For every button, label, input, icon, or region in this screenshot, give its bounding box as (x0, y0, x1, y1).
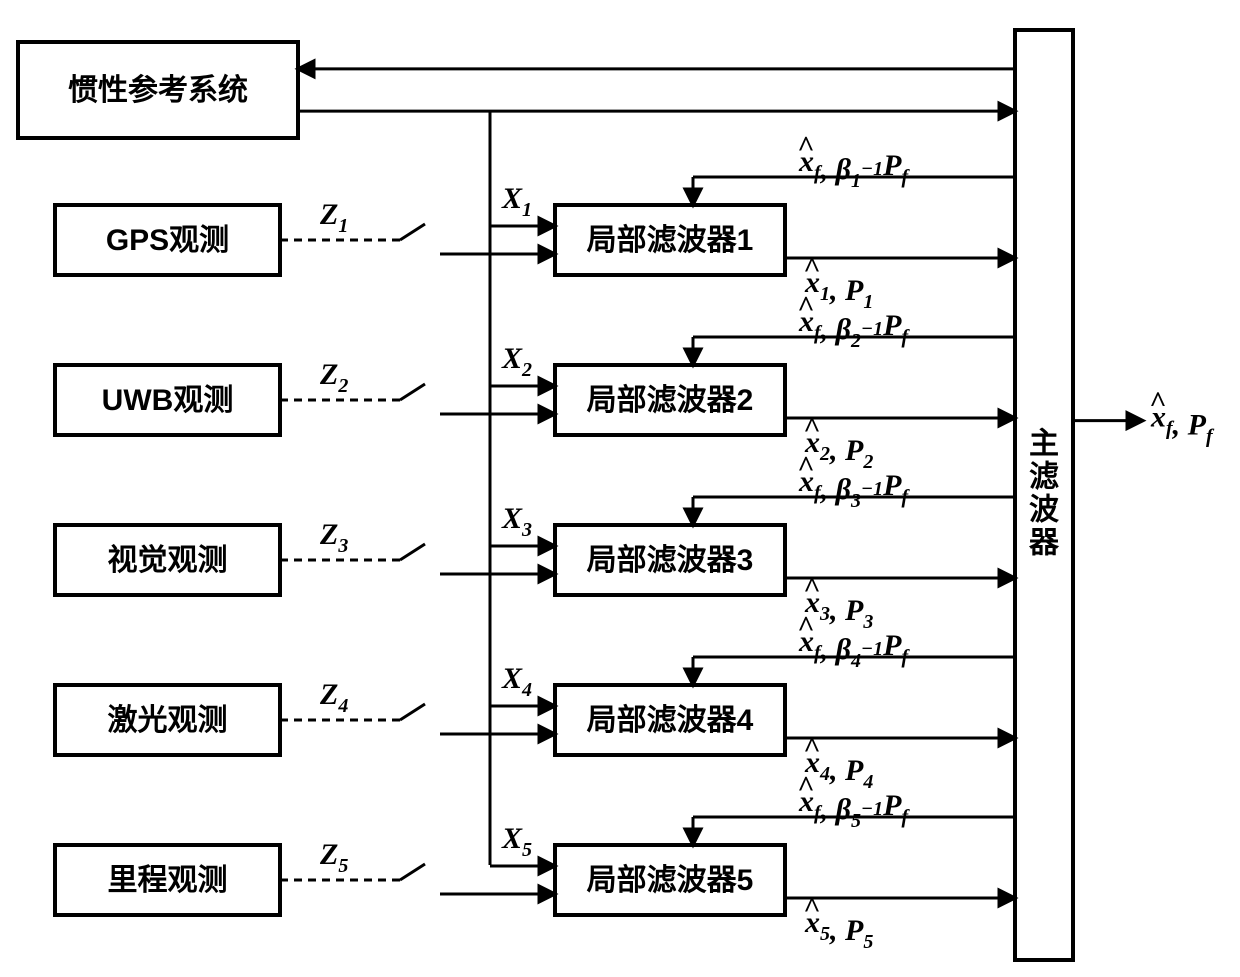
sensor-box-1-label: GPS观测 (106, 224, 229, 257)
svg-text:^: ^ (803, 251, 820, 284)
sensor-box-4-label: 激光观测 (108, 704, 228, 737)
switch-5 (400, 864, 425, 880)
fb-label-5: xf, β5−1Pf (798, 785, 911, 832)
svg-text:^: ^ (803, 411, 820, 444)
filter-box-3-label: 局部滤波器3 (587, 543, 754, 577)
x-label-5: X5 (501, 822, 532, 861)
fb-label-2: xf, β2−1Pf (798, 305, 911, 352)
x-label-1: X1 (501, 182, 532, 221)
svg-text:^: ^ (803, 571, 820, 604)
switch-3 (400, 544, 425, 560)
z-label-3: Z3 (319, 518, 348, 557)
fb-label-4: xf, β4−1Pf (798, 625, 911, 672)
fb-label-3: xf, β3−1Pf (798, 465, 911, 512)
fb-label-1: xf, β1−1Pf (798, 145, 911, 192)
main-filter-box-label: 主 (1029, 427, 1059, 460)
svg-text:^: ^ (797, 130, 814, 163)
filter-box-1-label: 局部滤波器1 (587, 223, 754, 257)
z-label-4: Z4 (319, 678, 348, 717)
z-label-5: Z5 (319, 838, 348, 877)
switch-4 (400, 704, 425, 720)
svg-text:^: ^ (803, 731, 820, 764)
svg-text:^: ^ (797, 610, 814, 643)
filter-box-2-label: 局部滤波器2 (587, 383, 754, 417)
sensor-box-3-label: 视觉观测 (108, 544, 228, 577)
z-label-1: Z1 (319, 198, 348, 237)
x-label-4: X4 (501, 662, 532, 701)
x-label-3: X3 (501, 502, 532, 541)
main-filter-box-label: 滤 (1029, 460, 1059, 493)
svg-text:^: ^ (1149, 385, 1166, 418)
filter-box-5-label: 局部滤波器5 (587, 863, 754, 897)
svg-text:^: ^ (797, 450, 814, 483)
main-filter-box-label: 波 (1029, 493, 1060, 526)
filter-box-4-label: 局部滤波器4 (587, 703, 754, 737)
x-label-2: X2 (501, 342, 532, 381)
sensor-box-2-label: UWB观测 (102, 384, 234, 417)
switch-1 (400, 224, 425, 240)
svg-text:^: ^ (797, 770, 814, 803)
sensor-box-5-label: 里程观测 (108, 864, 228, 897)
svg-text:^: ^ (797, 290, 814, 323)
main-filter-box-label: 器 (1028, 526, 1060, 559)
z-label-2: Z2 (319, 358, 348, 397)
inertial-box-label: 惯性参考系统 (68, 73, 248, 107)
svg-text:^: ^ (803, 891, 820, 924)
switch-2 (400, 384, 425, 400)
